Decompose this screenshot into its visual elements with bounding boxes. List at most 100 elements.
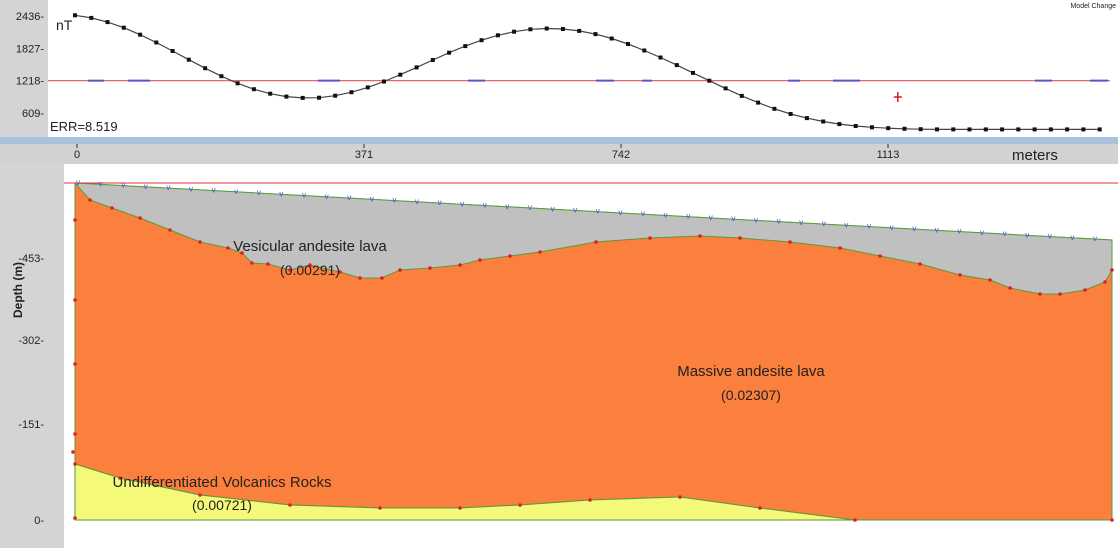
profile-data-point: [203, 66, 208, 71]
profile-ytick-label: 1218-: [16, 76, 44, 88]
layer-vertex: [378, 506, 382, 510]
profile-data-point: [723, 86, 728, 91]
layer-value-label: (0.00291): [280, 262, 340, 278]
layer-vertex: [1038, 292, 1042, 296]
profile-error-label: ERR=8.519: [50, 119, 118, 134]
profile-data-point: [268, 91, 273, 96]
profile-data-point: [121, 25, 126, 30]
profile-data-point: [300, 95, 305, 100]
station-marker: v: [76, 178, 80, 187]
station-marker: v: [415, 197, 419, 206]
layer-vertex: [458, 263, 462, 267]
layer-vertex: [538, 250, 542, 254]
layer-vertex: [73, 362, 77, 366]
station-marker: v: [777, 217, 781, 226]
layer-vertex: [73, 462, 77, 466]
profile-data-point: [1065, 127, 1070, 132]
layer-vertex: [428, 266, 432, 270]
profile-data-point: [138, 32, 143, 37]
station-marker: v: [189, 184, 193, 193]
profile-data-point: [154, 40, 159, 45]
station-marker: v: [212, 186, 216, 195]
profile-data-point: [967, 127, 972, 132]
layer-vertex: [338, 270, 342, 274]
distance-tick-label: 0: [74, 149, 80, 161]
profile-data-point: [414, 65, 419, 70]
layer-value-label: (0.00721): [192, 497, 252, 513]
station-marker: v: [573, 205, 577, 214]
station-marker: v: [890, 223, 894, 232]
profile-calculated-line: [74, 14, 1100, 130]
profile-data-point: [105, 20, 110, 25]
profile-data-point: [349, 90, 354, 95]
profile-unit-label: nT: [56, 17, 73, 33]
layer-name-label: Vesicular andesite lava: [233, 238, 387, 255]
distance-tick-label: 1113: [877, 149, 900, 161]
profile-data-point: [463, 44, 468, 49]
profile-data-point: [804, 116, 809, 121]
profile-data-point: [73, 13, 77, 18]
station-marker: v: [460, 199, 464, 208]
station-marker: v: [483, 201, 487, 210]
station-marker: v: [234, 187, 238, 196]
profile-data-point: [398, 72, 403, 77]
layer-vertex: [88, 198, 92, 202]
layer-vertex: [110, 206, 114, 210]
distance-unit-label: meters: [1012, 147, 1058, 164]
layer-vertex: [678, 495, 682, 499]
layer-vertex: [288, 503, 292, 507]
profile-data-point: [317, 95, 321, 100]
layer-vertex: [988, 278, 992, 282]
station-marker: v: [641, 209, 645, 218]
layer-vertex: [878, 254, 882, 258]
section-ytick-label: -302-: [18, 335, 44, 347]
section-axis-background: [0, 164, 64, 548]
layer-value-label: (0.02307): [721, 387, 781, 403]
profile-ytick-label: 609-: [22, 108, 44, 120]
profile-data-point: [430, 58, 435, 62]
layer-vertex: [958, 273, 962, 277]
layer-vertex: [788, 240, 792, 244]
distance-tick-label: 371: [355, 149, 373, 161]
station-marker: v: [754, 215, 758, 224]
profile-data-point: [544, 26, 549, 31]
station-marker: v: [99, 179, 103, 188]
layer-vertex: [138, 216, 142, 220]
profile-data-point: [512, 29, 517, 34]
station-marker: v: [370, 194, 374, 203]
layer-vertex: [73, 516, 77, 520]
layer-vertex: [73, 432, 77, 436]
station-marker: v: [980, 228, 984, 237]
profile-data-point: [691, 70, 695, 75]
layer-vertex: [1058, 292, 1062, 296]
station-marker: v: [551, 204, 555, 213]
station-marker: v: [709, 213, 713, 222]
distance-tick-label: 742: [612, 149, 630, 161]
model-change-label: Model Change: [1070, 3, 1116, 10]
profile-data-point: [186, 57, 191, 62]
profile-data-point: [365, 85, 370, 90]
station-marker: v: [912, 224, 916, 233]
profile-data-point: [658, 55, 663, 60]
layer-vertex: [738, 236, 742, 240]
profile-data-point: [642, 48, 647, 53]
layer-vertex: [758, 506, 762, 510]
profile-data-point: [577, 28, 582, 33]
station-marker: v: [596, 207, 600, 216]
profile-data-point: [674, 63, 679, 68]
layer-vertex: [168, 228, 172, 232]
profile-data-point: [219, 74, 224, 79]
layer-vertex: [918, 262, 922, 266]
station-marker: v: [392, 196, 396, 205]
profile-data-point: [626, 42, 630, 46]
layer-vertex: [588, 498, 592, 502]
profile-ytick-label: 1827-: [16, 43, 44, 55]
station-marker: v: [302, 191, 306, 200]
station-marker: v: [686, 212, 690, 221]
station-marker: v: [731, 214, 735, 223]
station-marker: v: [957, 227, 961, 236]
profile-data-point: [89, 15, 94, 20]
layer-vertex: [226, 246, 230, 250]
layer-vertex: [594, 240, 598, 244]
